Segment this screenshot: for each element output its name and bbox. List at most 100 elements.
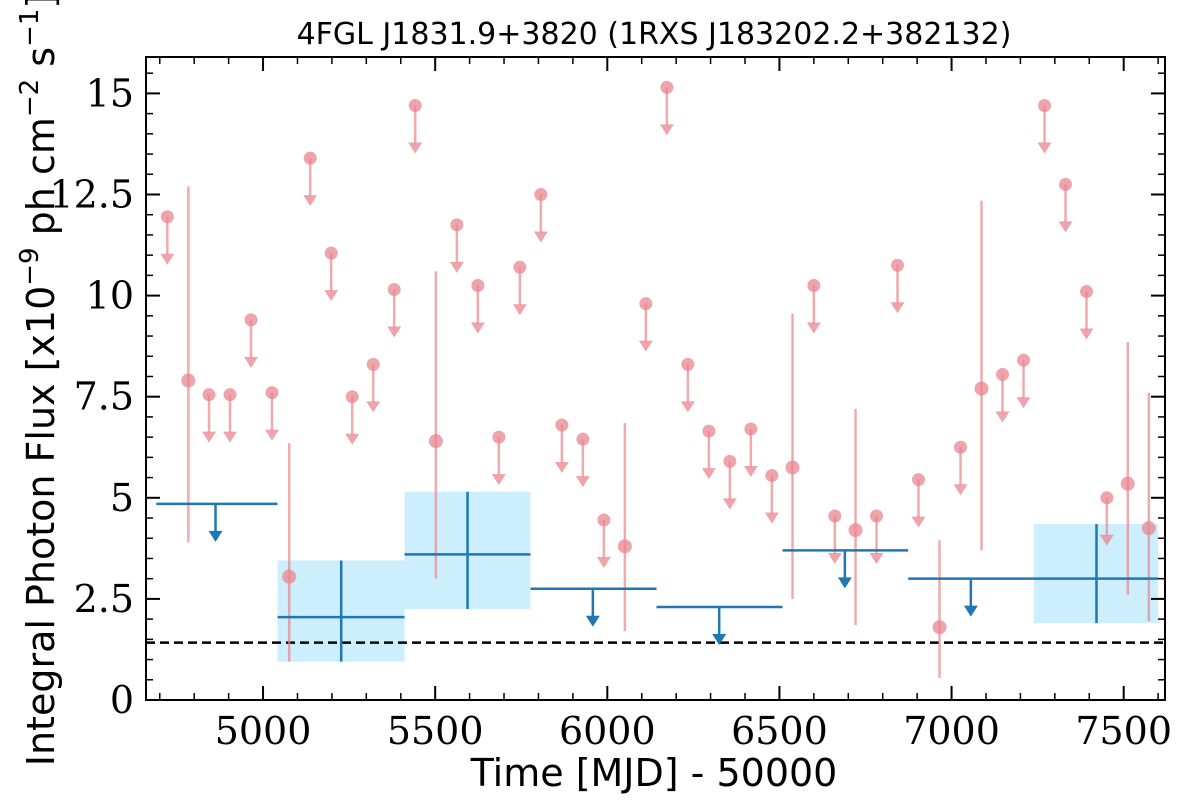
fine-bin-upper-limit-point <box>744 422 758 436</box>
x-tick-label: 6000 <box>559 709 656 753</box>
fine-bin-upper-limit-arrow <box>533 231 548 243</box>
fine-bin-upper-limit-point <box>324 246 338 260</box>
y-axis-label-exponent: −2 <box>15 79 45 117</box>
fine-bin-upper-limit-arrow <box>953 484 968 496</box>
fine-bin-upper-limit-arrow <box>222 431 237 443</box>
fine-bin-upper-limit-arrow <box>201 431 216 443</box>
fine-bin-upper-limit-arrow <box>575 476 590 488</box>
fine-bin-upper-limit-point <box>954 440 968 454</box>
fine-bin-detection-point <box>428 434 443 449</box>
fine-bin-upper-limit-point <box>1080 285 1094 299</box>
fine-bin-upper-limit-arrow <box>1099 534 1114 546</box>
fine-bin-upper-limit-arrow <box>743 466 758 478</box>
fine-bin-upper-limit-point <box>202 388 216 402</box>
x-tick-label: 5000 <box>215 709 312 753</box>
y-axis-label-part: Integral Photon Flux [x10 <box>19 286 63 767</box>
x-tick-label: 5500 <box>387 709 484 753</box>
fine-bin-detection-point <box>282 569 297 584</box>
fine-bin-upper-limit-arrow <box>491 474 506 486</box>
y-axis-label-part: s <box>19 47 63 79</box>
chart-title: 4FGL J1831.9+3820 (1RXS J183202.2+382132… <box>297 17 1012 52</box>
fine-bin-upper-limit-point <box>576 432 590 446</box>
fine-bin-upper-limit-arrow <box>1058 221 1073 233</box>
fine-bin-upper-limit-point <box>681 357 695 371</box>
y-tick-label: 7.5 <box>74 375 134 419</box>
fine-bin-detection-point <box>1141 521 1156 536</box>
fine-bin-upper-limit-point <box>366 357 380 371</box>
fine-bin-detection-point <box>1120 476 1135 491</box>
fine-bin-upper-limit-point <box>408 99 422 113</box>
x-tick-label: 6500 <box>731 709 828 753</box>
coarse-bin-upper-limit-arrow <box>712 633 727 645</box>
fine-bin-detection-point <box>932 620 947 635</box>
fine-bin-upper-limit-arrow <box>764 512 779 524</box>
fine-bin-upper-limit-point <box>702 424 716 438</box>
fine-bin-upper-limit-point <box>492 430 506 444</box>
y-axis-label-part: ph cm <box>19 117 63 247</box>
fine-bin-upper-limit-point <box>555 418 569 432</box>
coarse-bin-upper-limit-arrow <box>837 577 852 589</box>
coarse-bin-upper-limit-arrow <box>963 605 978 617</box>
fine-bin-upper-limit-point <box>828 509 842 523</box>
fine-bin-upper-limit-arrow <box>806 322 821 334</box>
fine-bin-upper-limit-arrow <box>264 429 279 441</box>
y-axis-ticks: 0 2.5 5 7.5 10 12.5 15 <box>49 71 1165 722</box>
fine-bin-upper-limit-arrow <box>680 401 695 413</box>
fine-bin-upper-limit-point <box>450 218 464 232</box>
fine-bin-upper-limit-arrow <box>345 433 360 445</box>
fine-bin-upper-limit-point <box>597 513 611 527</box>
x-tick-label: 7000 <box>903 709 1000 753</box>
fine-bin-upper-limit-arrow <box>449 261 464 273</box>
fine-bin-upper-limit-arrow <box>701 468 716 480</box>
fine-bin-upper-limit-arrow <box>512 304 527 316</box>
fine-bin-upper-limit-arrow <box>160 253 175 265</box>
fine-bin-upper-limit-point <box>660 80 674 94</box>
y-tick-label: 10 <box>86 274 134 318</box>
y-axis-label: Integral Photon Flux [x10−9 ph cm−2 s−1] <box>15 0 63 766</box>
fine-bin-upper-limit-point <box>1017 353 1031 367</box>
fine-bin-upper-limit-point <box>639 297 653 311</box>
y-tick-label: 15 <box>86 71 134 115</box>
fine-bin-upper-limit-point <box>807 278 821 292</box>
fine-bin-detection-point <box>848 523 863 538</box>
fine-bin-upper-limit-arrow <box>722 498 737 510</box>
fine-bin-upper-limit-point <box>160 210 174 224</box>
y-axis-label-part: ] <box>19 0 63 9</box>
coarse-bin-upper-limit-arrow <box>208 530 223 542</box>
fine-bin-upper-limit-point <box>345 390 359 404</box>
fine-bin-upper-limit-arrow <box>659 124 674 136</box>
fine-bin-detection-point <box>617 539 632 554</box>
fine-bin-upper-limit-point <box>513 260 527 274</box>
x-axis-ticks: 5000 5500 6000 6500 7000 7500 <box>159 57 1172 753</box>
fine-bin-upper-limit-point <box>471 278 485 292</box>
fine-bin-upper-limit-arrow <box>366 401 381 413</box>
fine-bin-upper-limit-point <box>891 258 905 272</box>
fine-bin-upper-limit-point <box>1059 177 1073 191</box>
fine-bin-upper-limit-arrow <box>1037 142 1052 154</box>
fine-bin-upper-limit-point <box>534 187 548 201</box>
plot-frame <box>145 56 1166 701</box>
fine-bin-upper-limit-arrow <box>324 290 339 302</box>
fine-bin-detection-point <box>785 460 800 475</box>
y-axis-label-exponent: −9 <box>15 247 45 285</box>
fine-bin-upper-limit-arrow <box>827 552 842 564</box>
fine-bin-upper-limit-point <box>387 283 401 297</box>
y-axis-label-exponent: −1 <box>15 9 45 47</box>
y-tick-label: 2.5 <box>74 577 134 621</box>
fine-bin-upper-limit-arrow <box>1016 397 1031 409</box>
y-tick-label: 12.5 <box>49 172 134 216</box>
coarse-bin-upper-limit-arrow <box>585 615 600 627</box>
fine-bin-upper-limit-arrow <box>596 557 611 569</box>
fine-bin-points <box>160 80 1156 678</box>
fine-bin-upper-limit-point <box>1038 99 1052 113</box>
y-tick-label: 5 <box>110 476 134 520</box>
fine-bin-upper-limit-arrow <box>869 552 884 564</box>
fine-bin-detection-point <box>181 373 196 388</box>
fine-bin-upper-limit-point <box>870 509 884 523</box>
fine-bin-upper-limit-arrow <box>470 322 485 334</box>
fine-bin-upper-limit-arrow <box>1079 328 1094 340</box>
fine-bin-upper-limit-point <box>912 473 926 487</box>
x-axis-label: Time [MJD] - 50000 <box>470 751 838 795</box>
fine-bin-upper-limit-point <box>723 454 737 468</box>
